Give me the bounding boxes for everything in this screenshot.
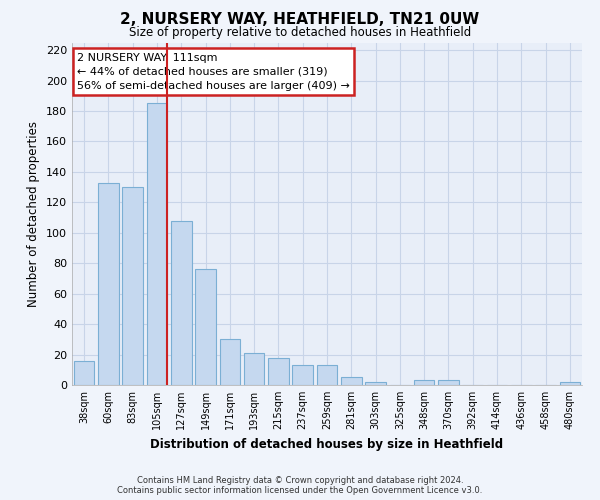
Bar xyxy=(414,380,434,385)
Text: Contains HM Land Registry data © Crown copyright and database right 2024.
Contai: Contains HM Land Registry data © Crown c… xyxy=(118,476,482,495)
Bar xyxy=(195,270,216,385)
Bar xyxy=(171,220,191,385)
Text: 2, NURSERY WAY, HEATHFIELD, TN21 0UW: 2, NURSERY WAY, HEATHFIELD, TN21 0UW xyxy=(121,12,479,28)
Bar xyxy=(268,358,289,385)
Bar xyxy=(122,187,143,385)
Bar xyxy=(438,380,459,385)
Text: 2 NURSERY WAY: 111sqm
← 44% of detached houses are smaller (319)
56% of semi-det: 2 NURSERY WAY: 111sqm ← 44% of detached … xyxy=(77,53,350,91)
Y-axis label: Number of detached properties: Number of detached properties xyxy=(28,120,40,306)
Bar xyxy=(74,360,94,385)
Bar xyxy=(317,365,337,385)
Bar xyxy=(560,382,580,385)
Bar xyxy=(365,382,386,385)
Bar xyxy=(244,353,265,385)
Bar xyxy=(292,365,313,385)
Bar xyxy=(98,182,119,385)
Bar xyxy=(146,104,167,385)
X-axis label: Distribution of detached houses by size in Heathfield: Distribution of detached houses by size … xyxy=(151,438,503,450)
Text: Size of property relative to detached houses in Heathfield: Size of property relative to detached ho… xyxy=(129,26,471,39)
Bar xyxy=(220,340,240,385)
Bar xyxy=(341,378,362,385)
